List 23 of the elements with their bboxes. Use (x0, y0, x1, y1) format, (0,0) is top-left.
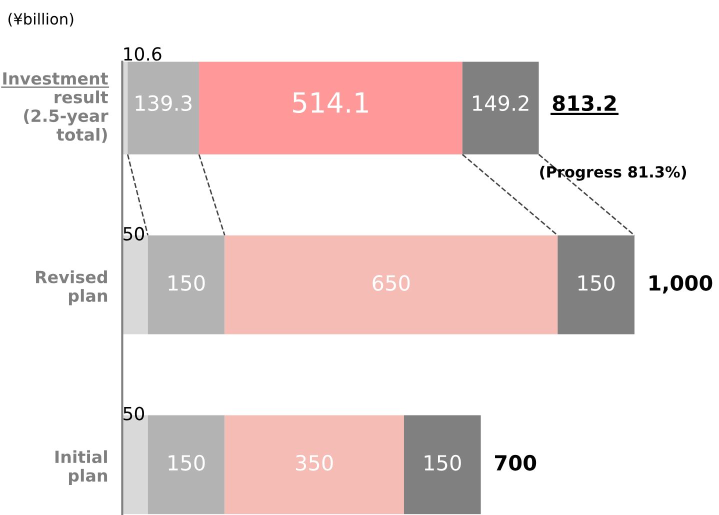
data-label: 514.1 (293, 92, 368, 114)
data-label: 650 (372, 275, 410, 291)
annotation: (Progress 81.3%) (540, 166, 686, 181)
data-label: 150 (578, 275, 615, 291)
total-label: 700 (495, 454, 536, 471)
data-label: 350 (296, 454, 333, 471)
data-label: 150 (168, 275, 205, 291)
y-tick-label: Initial plan (55, 450, 108, 486)
bar (148, 415, 225, 514)
data-label: 149.2 (473, 95, 528, 112)
data-label: 50 (124, 226, 144, 241)
data-label: 150 (168, 454, 205, 471)
text: (¥billion) (8, 12, 74, 26)
bar (404, 415, 481, 514)
data-label: 50 (124, 406, 144, 420)
data-label: 139.3 (136, 95, 192, 112)
total-label: 1,000 (650, 275, 712, 294)
y-tick-label: Investment result (2.5-year total) (3, 72, 108, 143)
data-label: 10.6 (124, 47, 162, 61)
data-label: 150 (424, 454, 461, 471)
bar (224, 415, 404, 514)
total-label: 813.2 (552, 95, 616, 112)
y-tick-label: Revised plan (36, 270, 108, 306)
